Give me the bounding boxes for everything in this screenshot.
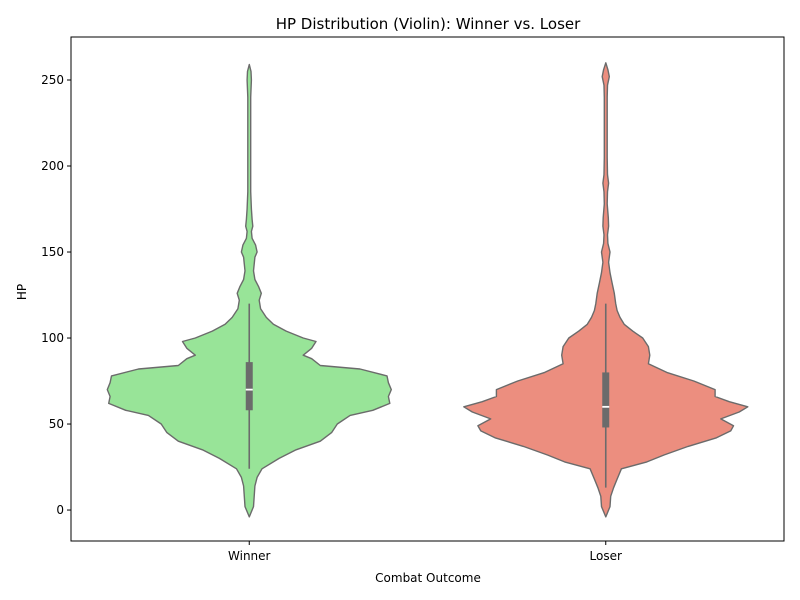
plot-frame (70, 36, 785, 542)
x-axis-label: Combat Outcome (375, 571, 481, 585)
y-tick-label: 0 (56, 503, 64, 517)
x-tick-label: Winner (228, 549, 271, 563)
y-tick-label: 50 (49, 417, 64, 431)
iqr-box-loser (602, 372, 610, 428)
box-layer (245, 303, 610, 488)
violin-loser (463, 62, 749, 518)
iqr-box-winner (245, 362, 253, 411)
violin-winner (106, 63, 392, 518)
y-axis-label: HP (15, 284, 29, 300)
y-tick-label: 150 (41, 245, 64, 259)
chart-title: HP Distribution (Violin): Winner vs. Los… (276, 15, 581, 33)
y-tick-label: 200 (41, 159, 64, 173)
x-axis: Winner Loser (228, 541, 622, 563)
y-tick-label: 250 (41, 73, 64, 87)
x-tick-label: Loser (590, 549, 622, 563)
y-tick-label: 100 (41, 331, 64, 345)
violin-layer (106, 62, 749, 518)
y-axis: 0 50 100 150 200 250 (41, 73, 71, 517)
